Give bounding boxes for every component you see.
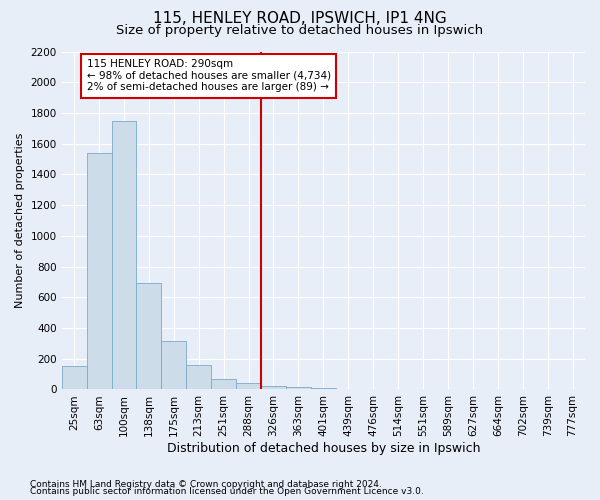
Bar <box>161 341 186 390</box>
Text: Size of property relative to detached houses in Ipswich: Size of property relative to detached ho… <box>116 24 484 37</box>
Text: 115 HENLEY ROAD: 290sqm
← 98% of detached houses are smaller (4,734)
2% of semi-: 115 HENLEY ROAD: 290sqm ← 98% of detache… <box>86 59 331 92</box>
Bar <box>211 380 236 390</box>
Bar <box>286 387 311 390</box>
Bar <box>311 388 336 390</box>
Text: Contains HM Land Registry data © Crown copyright and database right 2024.: Contains HM Land Registry data © Crown c… <box>30 480 382 489</box>
Bar <box>112 120 136 390</box>
X-axis label: Distribution of detached houses by size in Ipswich: Distribution of detached houses by size … <box>167 442 480 455</box>
Bar <box>261 386 286 390</box>
Bar <box>186 365 211 390</box>
Bar <box>136 284 161 390</box>
Bar <box>86 153 112 390</box>
Text: 115, HENLEY ROAD, IPSWICH, IP1 4NG: 115, HENLEY ROAD, IPSWICH, IP1 4NG <box>153 11 447 26</box>
Bar <box>336 388 361 390</box>
Text: Contains public sector information licensed under the Open Government Licence v3: Contains public sector information licen… <box>30 487 424 496</box>
Bar <box>62 366 86 390</box>
Bar <box>236 384 261 390</box>
Y-axis label: Number of detached properties: Number of detached properties <box>15 133 25 308</box>
